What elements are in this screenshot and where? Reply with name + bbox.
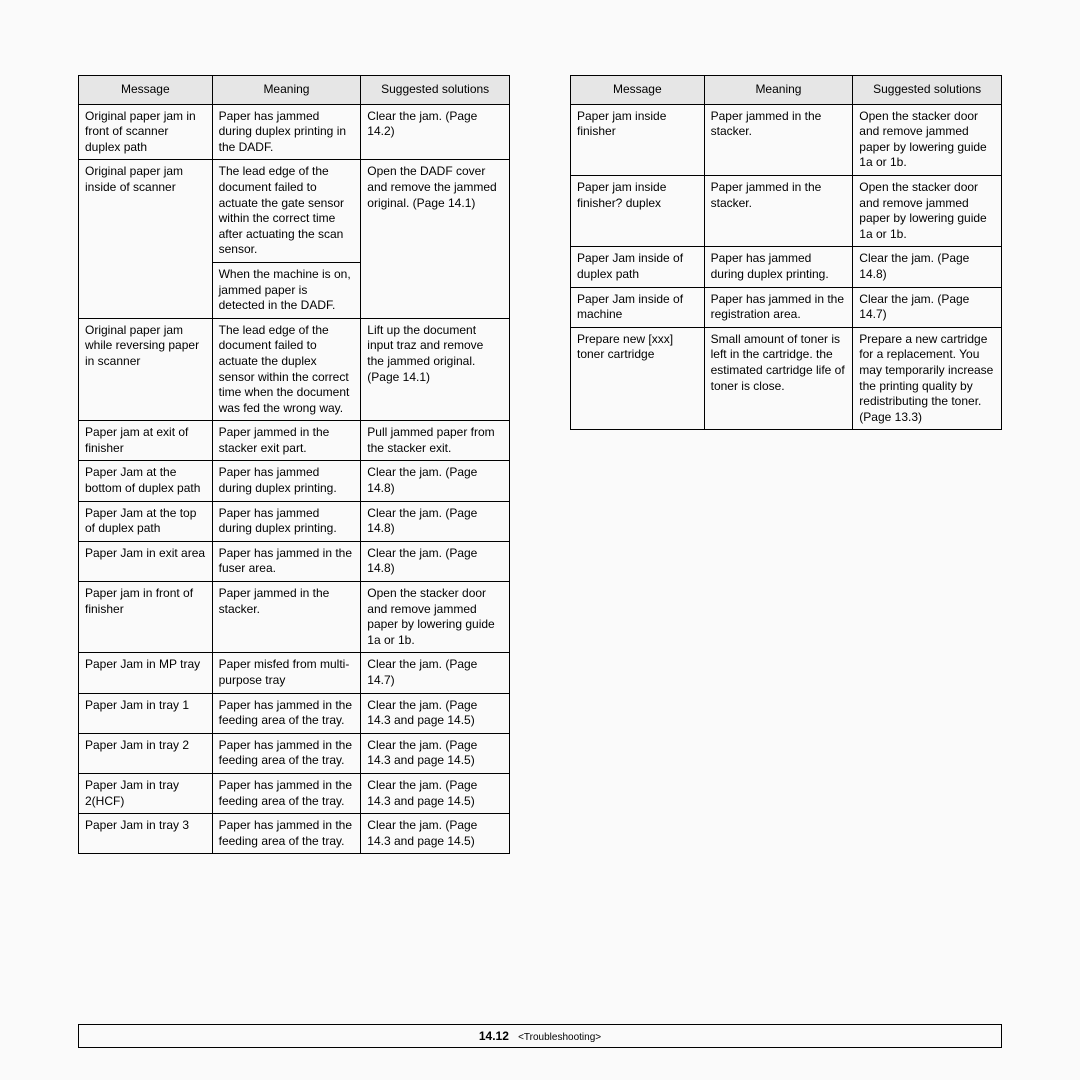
header-meaning: Meaning <box>212 76 361 105</box>
cell-meaning: Paper misfed from multi-purpose tray <box>212 653 361 693</box>
cell-meaning: Paper jammed in the stacker. <box>704 104 853 175</box>
cell-message: Paper Jam in tray 1 <box>79 693 213 733</box>
cell-solution: Clear the jam. (Page 14.3 and page 14.5) <box>361 693 510 733</box>
table-row: Paper Jam in tray 2(HCF)Paper has jammed… <box>79 773 510 813</box>
cell-meaning: Paper has jammed during duplex printing. <box>704 247 853 287</box>
page-footer: 14.12 <Troubleshooting> <box>78 1024 1002 1048</box>
cell-message: Paper jam inside finisher? duplex <box>571 175 705 246</box>
table-row: Original paper jam while reversing paper… <box>79 318 510 421</box>
cell-solution: Pull jammed paper from the stacker exit. <box>361 421 510 461</box>
table-row: Paper Jam at the top of duplex pathPaper… <box>79 501 510 541</box>
cell-message: Paper jam at exit of finisher <box>79 421 213 461</box>
cell-message: Original paper jam while reversing paper… <box>79 318 213 421</box>
cell-meaning: Paper jammed in the stacker exit part. <box>212 421 361 461</box>
cell-solution: Clear the jam. (Page 14.8) <box>853 247 1002 287</box>
cell-meaning: Paper has jammed during duplex printing. <box>212 501 361 541</box>
table-row: Paper jam in front of finisherPaper jamm… <box>79 582 510 653</box>
cell-meaning: Paper has jammed in the feeding area of … <box>212 814 361 854</box>
cell-solution: Clear the jam. (Page 14.7) <box>361 653 510 693</box>
cell-message: Paper Jam in tray 2 <box>79 733 213 773</box>
cell-meaning: The lead edge of the document failed to … <box>212 318 361 421</box>
cell-message: Paper Jam in MP tray <box>79 653 213 693</box>
cell-solution: Clear the jam. (Page 14.8) <box>361 461 510 501</box>
cell-message: Paper Jam in tray 3 <box>79 814 213 854</box>
cell-message: Paper jam inside finisher <box>571 104 705 175</box>
cell-message: Paper Jam at the bottom of duplex path <box>79 461 213 501</box>
table-row: Paper Jam in exit areaPaper has jammed i… <box>79 541 510 581</box>
cell-message: Original paper jam inside of scanner <box>79 160 213 318</box>
cell-solution: Open the stacker door and remove jammed … <box>361 582 510 653</box>
cell-meaning: Paper has jammed in the feeding area of … <box>212 773 361 813</box>
cell-solution: Clear the jam. (Page 14.3 and page 14.5) <box>361 773 510 813</box>
cell-meaning: The lead edge of the document failed to … <box>212 160 361 318</box>
cell-solution: Open the stacker door and remove jammed … <box>853 104 1002 175</box>
cell-message: Paper jam in front of finisher <box>79 582 213 653</box>
cell-message: Paper Jam at the top of duplex path <box>79 501 213 541</box>
cell-solution: Clear the jam. (Page 14.8) <box>361 501 510 541</box>
table-row: Paper Jam inside of duplex pathPaper has… <box>571 247 1002 287</box>
cell-meaning: Paper jammed in the stacker. <box>704 175 853 246</box>
table-row: Paper Jam in tray 2Paper has jammed in t… <box>79 733 510 773</box>
header-message: Message <box>571 76 705 105</box>
table-row: Paper jam inside finisher? duplexPaper j… <box>571 175 1002 246</box>
cell-message: Paper Jam in tray 2(HCF) <box>79 773 213 813</box>
header-meaning: Meaning <box>704 76 853 105</box>
cell-message: Paper Jam in exit area <box>79 541 213 581</box>
cell-message: Paper Jam inside of machine <box>571 287 705 327</box>
troubleshooting-table-left: Message Meaning Suggested solutions Orig… <box>78 75 510 854</box>
cell-solution: Clear the jam. (Page 14.7) <box>853 287 1002 327</box>
table-row: Paper Jam in tray 1Paper has jammed in t… <box>79 693 510 733</box>
table-row: Paper Jam in tray 3Paper has jammed in t… <box>79 814 510 854</box>
header-message: Message <box>79 76 213 105</box>
page-number: 14.12 <box>479 1029 509 1043</box>
cell-message: Original paper jam in front of scanner d… <box>79 104 213 160</box>
cell-message: Paper Jam inside of duplex path <box>571 247 705 287</box>
cell-meaning: Paper jammed in the stacker. <box>212 582 361 653</box>
table-row: Paper jam at exit of finisherPaper jamme… <box>79 421 510 461</box>
table-row: Paper Jam in MP trayPaper misfed from mu… <box>79 653 510 693</box>
table-row: Paper Jam inside of machinePaper has jam… <box>571 287 1002 327</box>
cell-meaning: Paper has jammed during duplex printing. <box>212 461 361 501</box>
left-column: Message Meaning Suggested solutions Orig… <box>78 75 510 854</box>
troubleshooting-table-right: Message Meaning Suggested solutions Pape… <box>570 75 1002 430</box>
cell-solution: Open the stacker door and remove jammed … <box>853 175 1002 246</box>
cell-meaning: Paper has jammed in the fuser area. <box>212 541 361 581</box>
cell-solution: Prepare a new cartridge for a replacemen… <box>853 327 1002 430</box>
cell-meaning: Paper has jammed in the feeding area of … <box>212 733 361 773</box>
cell-meaning: Paper has jammed in the registration are… <box>704 287 853 327</box>
table-row: Paper Jam at the bottom of duplex pathPa… <box>79 461 510 501</box>
cell-solution: Open the DADF cover and remove the jamme… <box>361 160 510 318</box>
header-solutions: Suggested solutions <box>853 76 1002 105</box>
right-column: Message Meaning Suggested solutions Pape… <box>570 75 1002 430</box>
cell-message: Prepare new [xxx] toner cartridge <box>571 327 705 430</box>
table-row: Original paper jam inside of scannerThe … <box>79 160 510 318</box>
cell-solution: Lift up the document input traz and remo… <box>361 318 510 421</box>
table-row: Paper jam inside finisherPaper jammed in… <box>571 104 1002 175</box>
cell-meaning: Paper has jammed in the feeding area of … <box>212 693 361 733</box>
cell-meaning: Paper has jammed during duplex printing … <box>212 104 361 160</box>
cell-solution: Clear the jam. (Page 14.3 and page 14.5) <box>361 814 510 854</box>
header-solutions: Suggested solutions <box>361 76 510 105</box>
cell-solution: Clear the jam. (Page 14.2) <box>361 104 510 160</box>
cell-meaning: Small amount of toner is left in the car… <box>704 327 853 430</box>
table-row: Prepare new [xxx] toner cartridgeSmall a… <box>571 327 1002 430</box>
table-row: Original paper jam in front of scanner d… <box>79 104 510 160</box>
cell-solution: Clear the jam. (Page 14.8) <box>361 541 510 581</box>
section-name: <Troubleshooting> <box>518 1032 601 1043</box>
cell-solution: Clear the jam. (Page 14.3 and page 14.5) <box>361 733 510 773</box>
